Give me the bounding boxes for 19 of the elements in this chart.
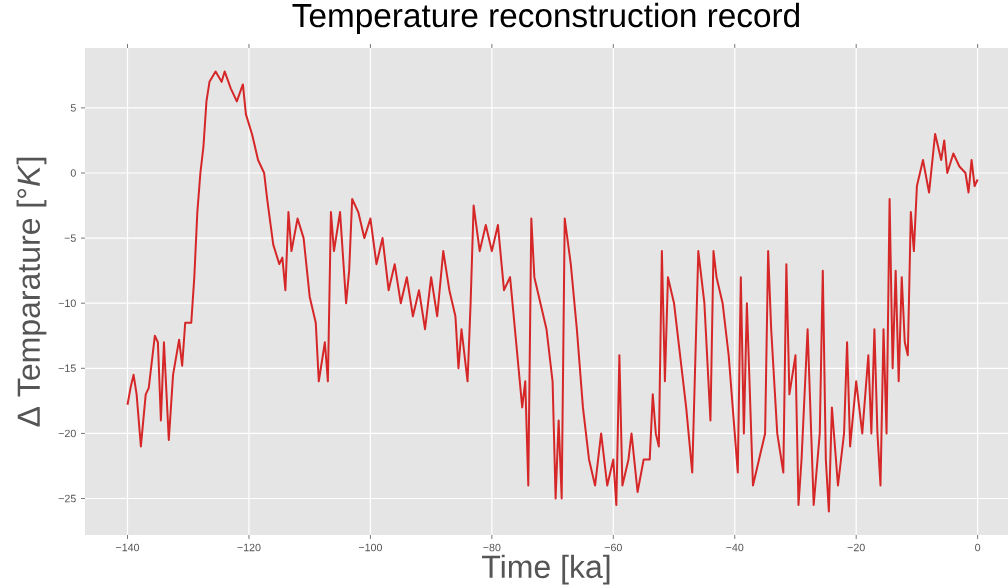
y-tick-label: −20: [58, 429, 76, 438]
x-tick-label: −140: [116, 543, 140, 552]
x-axis-title: Time [ka]: [482, 554, 610, 585]
x-tick-label: −100: [358, 543, 382, 552]
y-tick-label: −25: [58, 494, 76, 503]
x-tick-label: −80: [483, 543, 501, 552]
x-tick-label: 0: [975, 543, 981, 552]
x-tick-label: −20: [847, 543, 865, 552]
x-tick-label: −60: [604, 543, 622, 552]
y-tick-label: 0: [70, 169, 76, 177]
y-tick-label: −10: [58, 299, 76, 307]
y-tick-label: −5: [64, 234, 76, 242]
chart-title: Temperature reconstruction record: [292, 2, 800, 34]
y-axis-title: Δ Temparature [°K]: [16, 157, 47, 427]
y-tick-label: 5: [70, 104, 76, 112]
x-tick-label: −40: [726, 543, 744, 552]
x-tick-label: −120: [237, 543, 261, 552]
y-tick-label: −15: [58, 364, 76, 373]
line-series: [126, 70, 979, 513]
